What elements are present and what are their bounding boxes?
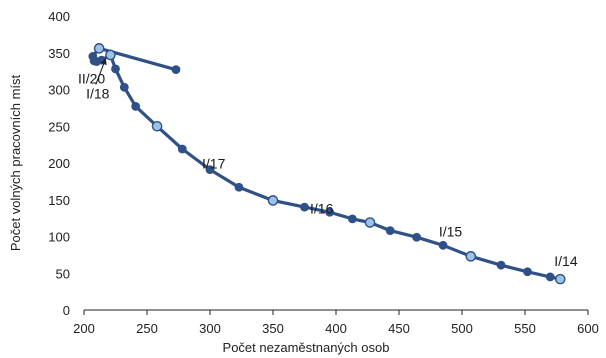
y-tick-label: 200: [48, 156, 70, 171]
point-label: I/16: [310, 201, 334, 217]
x-tick-label: 350: [262, 321, 284, 336]
data-point-highlighted: [105, 49, 116, 61]
x-tick-label: 600: [577, 321, 599, 336]
y-axis-ticks: 0 50 100 150 200 250 300 350 400: [48, 9, 70, 318]
point-label: I/17: [202, 155, 226, 171]
x-tick-label: 300: [199, 321, 221, 336]
annotation-arrowhead-I19: [100, 58, 107, 66]
data-point-highlighted: [267, 195, 279, 206]
y-tick-label: 400: [48, 9, 70, 24]
data-point-highlighted: [554, 273, 566, 285]
y-tick-label: 300: [48, 83, 70, 98]
x-tick-label: 200: [73, 321, 95, 336]
data-point-highlighted: [93, 43, 105, 54]
point-label: I/18: [86, 85, 110, 101]
data-point: [177, 144, 187, 154]
data-point: [438, 240, 448, 250]
data-point: [325, 207, 335, 217]
data-point: [412, 232, 422, 242]
y-axis-title: Počet volných pracovních míst: [8, 74, 23, 251]
x-tick-label: 250: [136, 321, 158, 336]
data-point-highlighted: [364, 217, 376, 228]
x-tick-label: 400: [325, 321, 347, 336]
data-point: [496, 260, 506, 270]
point-label: I/15: [439, 223, 463, 239]
y-tick-label: 100: [48, 230, 70, 245]
data-point: [385, 226, 395, 236]
x-tick-label: 450: [388, 321, 410, 336]
x-tick-label: 550: [514, 321, 536, 336]
y-tick-label: 250: [48, 119, 70, 134]
data-point: [131, 102, 141, 111]
data-point: [347, 214, 357, 224]
point-label: I/14: [554, 253, 578, 269]
data-point-highlighted: [465, 251, 477, 262]
y-tick-label: 150: [48, 193, 70, 208]
data-point: [171, 65, 181, 75]
data-point: [234, 182, 244, 192]
point-labels: I/14I/15I/16I/17I/18I/19I/20II/20: [78, 71, 578, 269]
data-point: [111, 64, 120, 74]
y-tick-label: 50: [56, 266, 70, 281]
series-line: [91, 46, 562, 281]
y-tick-label: 0: [63, 303, 70, 318]
y-tick-label: 350: [48, 46, 70, 61]
x-axis-ticks: 200 250 300 350 400 450 500 550 600: [73, 310, 599, 336]
data-point: [119, 82, 129, 92]
data-point: [523, 267, 532, 277]
data-point: [300, 202, 309, 212]
data-point: [545, 272, 555, 282]
x-axis-title: Počet nezaměstnaných osob: [223, 340, 390, 355]
x-tick-label: 500: [451, 321, 473, 336]
series-markers: [88, 43, 566, 285]
point-label: II/20: [78, 71, 105, 87]
data-point-highlighted: [151, 120, 163, 132]
data-point: [88, 52, 98, 61]
data-point: [205, 165, 215, 175]
